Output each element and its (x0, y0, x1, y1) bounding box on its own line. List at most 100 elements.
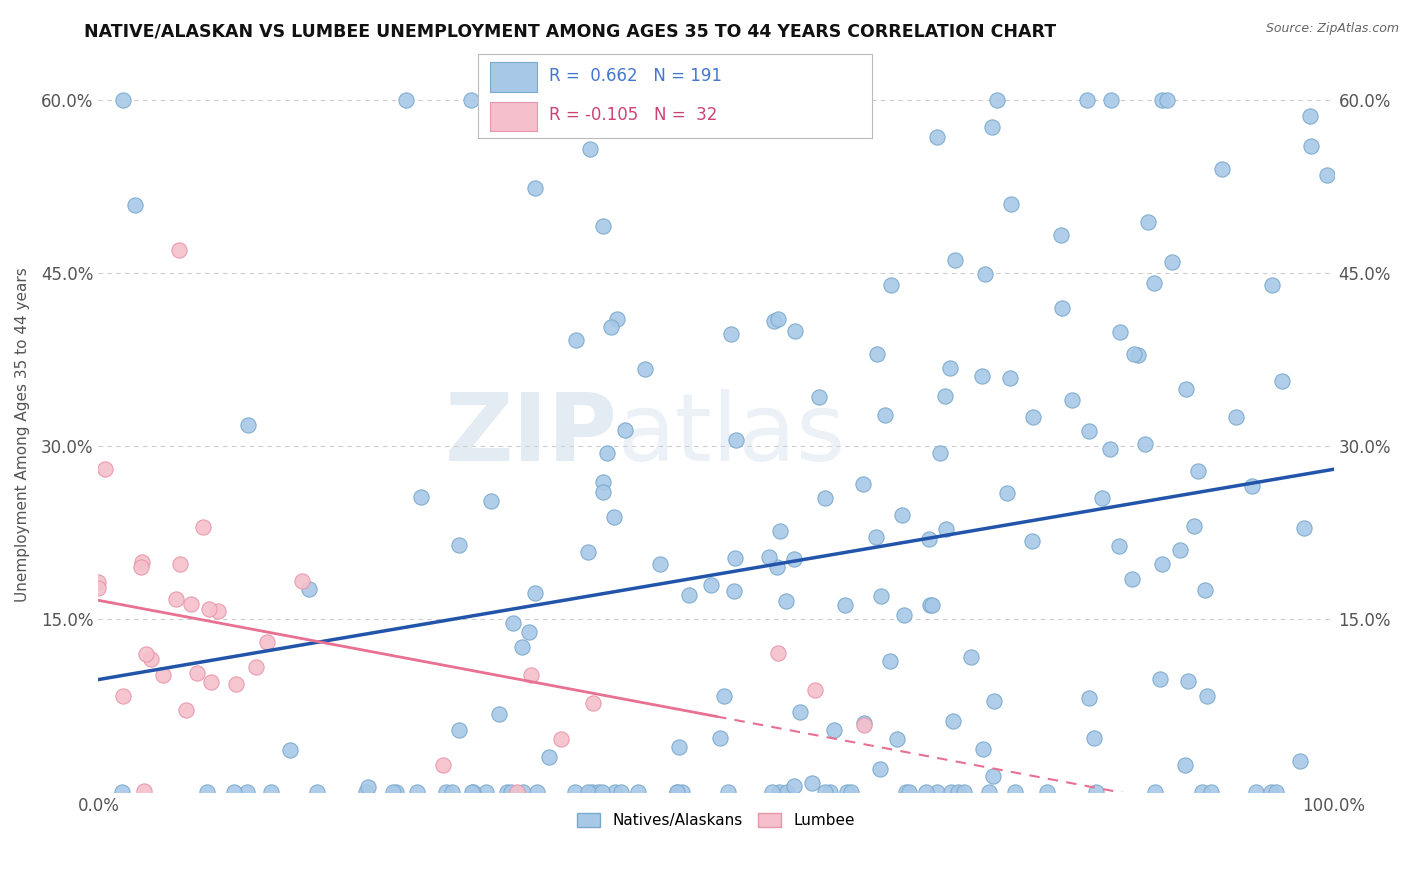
Point (709, 731, 731, 746)
Point (1261, 277, 1284, 292)
Point (870, 590, 893, 604)
Text: NATIVE/ALASKAN VS LUMBEE UNEMPLOYMENT AMONG AGES 35 TO 44 YEARS CORRELATION CHAR: NATIVE/ALASKAN VS LUMBEE UNEMPLOYMENT AM… (84, 22, 1056, 40)
Point (1143, 276, 1166, 290)
Point (1174, 382, 1197, 396)
Point (1035, 785, 1057, 799)
Point (1000, 196, 1022, 211)
Point (245, 660, 267, 674)
Point (891, 508, 914, 523)
Point (1109, 326, 1132, 340)
Point (357, 780, 380, 794)
Point (496, 785, 519, 799)
Point (814, 785, 837, 799)
Point (1299, 139, 1322, 153)
Point (169, 557, 191, 571)
FancyBboxPatch shape (489, 102, 537, 131)
Point (606, 312, 628, 326)
FancyBboxPatch shape (489, 62, 537, 92)
Point (381, 785, 404, 799)
Point (934, 390, 956, 404)
Point (648, 558, 671, 572)
Point (1173, 758, 1195, 772)
Point (174, 703, 197, 717)
Point (1083, 731, 1105, 745)
Point (395, 94, 418, 108)
Point (921, 598, 943, 612)
Point (1098, 442, 1121, 457)
Point (941, 785, 963, 799)
Point (1085, 785, 1108, 799)
Point (581, 785, 603, 799)
Y-axis label: Unemployment Among Ages 35 to 44 years: Unemployment Among Ages 35 to 44 years (15, 268, 30, 602)
Point (768, 785, 790, 799)
Point (981, 120, 1004, 135)
Point (1264, 785, 1286, 799)
Point (1194, 583, 1216, 598)
Point (972, 741, 994, 756)
Point (1294, 521, 1316, 535)
Point (481, 494, 503, 508)
Point (946, 785, 969, 799)
Point (298, 582, 321, 597)
Point (893, 608, 915, 623)
Point (236, 785, 259, 799)
Point (186, 666, 208, 681)
Text: R = -0.105   N =  32: R = -0.105 N = 32 (548, 106, 717, 124)
Point (839, 785, 862, 799)
Point (1187, 464, 1209, 478)
Point (610, 785, 633, 799)
Point (167, 244, 190, 258)
Point (720, 327, 742, 342)
Point (853, 718, 876, 732)
Text: R =  0.662   N = 191: R = 0.662 N = 191 (548, 68, 721, 86)
Point (576, 785, 599, 799)
Point (87, 575, 110, 590)
Point (627, 785, 650, 799)
Point (775, 594, 797, 608)
Point (723, 584, 745, 599)
Point (783, 324, 806, 338)
Point (603, 785, 626, 799)
Point (129, 559, 152, 574)
Text: ZIP: ZIP (444, 389, 617, 481)
Point (1144, 785, 1167, 799)
Point (565, 333, 588, 347)
Point (837, 785, 859, 799)
Point (758, 549, 780, 564)
Point (111, 785, 134, 799)
Point (1050, 228, 1073, 243)
Point (180, 598, 202, 612)
Point (195, 785, 218, 799)
Point (112, 94, 135, 108)
Point (236, 417, 259, 432)
Point (725, 433, 748, 447)
Point (592, 219, 614, 233)
Point (671, 785, 693, 799)
Point (291, 574, 314, 588)
Point (1225, 409, 1247, 424)
Point (986, 94, 1008, 108)
Point (499, 785, 522, 799)
Point (523, 181, 546, 195)
Point (536, 94, 558, 108)
Point (776, 785, 799, 799)
Point (814, 491, 837, 505)
Point (1160, 254, 1182, 268)
Point (953, 785, 976, 799)
Point (804, 682, 827, 697)
Point (134, 784, 156, 798)
Point (668, 740, 690, 755)
Point (1123, 347, 1146, 361)
Point (1004, 785, 1026, 799)
Point (305, 785, 328, 799)
Point (724, 550, 747, 565)
Point (1168, 543, 1191, 558)
Point (823, 723, 845, 737)
Text: atlas: atlas (617, 389, 845, 481)
Point (260, 785, 283, 799)
Point (983, 694, 1005, 708)
Point (1244, 785, 1267, 799)
Point (278, 743, 301, 757)
Point (502, 615, 524, 630)
Point (87, 581, 110, 595)
